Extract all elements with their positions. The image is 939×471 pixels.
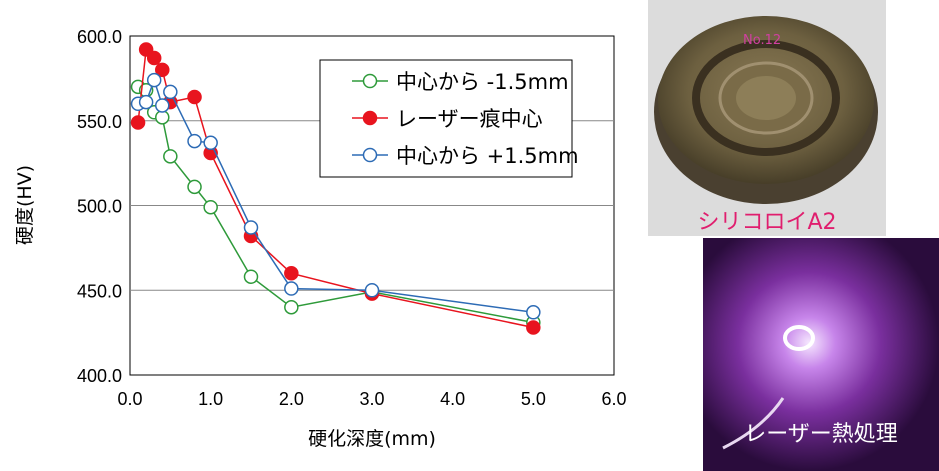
y-axis-label: 硬度(HV) [14, 165, 36, 245]
y-tick-label: 400.0 [77, 366, 122, 386]
cable [722, 397, 785, 450]
x-tick-label: 0.0 [117, 389, 142, 409]
sample-disc-image: No.12 [648, 0, 886, 236]
y-tick-label: 500.0 [77, 197, 122, 217]
data-point [155, 98, 170, 113]
x-tick-label: 4.0 [440, 389, 465, 409]
data-point [163, 84, 178, 100]
data-point [203, 135, 218, 151]
legend-item: 中心から -1.5mm [352, 70, 569, 94]
disc-center [736, 76, 796, 120]
laser-spot [783, 325, 815, 351]
y-tick-label: 450.0 [77, 281, 122, 301]
x-tick-label: 1.0 [198, 389, 223, 409]
y-tick-label: 550.0 [77, 112, 122, 132]
legend-label: 中心から +1.5mm [396, 144, 579, 168]
laser-heat-treatment-photo: レーザー熱処理 [703, 238, 939, 471]
legend-label: レーザー痕中心 [396, 107, 543, 131]
data-point [146, 50, 162, 66]
x-tick-labels: 0.0 1.0 2.0 3.0 4.0 5.0 6.0 [117, 389, 626, 409]
data-point [163, 149, 178, 164]
legend-item: レーザー痕中心 [352, 107, 543, 131]
legend-item: 中心から +1.5mm [352, 144, 579, 168]
data-point [130, 115, 146, 130]
y-tick-label: 600.0 [77, 27, 122, 47]
x-tick-label: 2.0 [279, 389, 304, 409]
data-point [146, 72, 162, 88]
x-tick-label: 6.0 [601, 389, 626, 409]
legend-label: 中心から -1.5mm [396, 70, 569, 94]
data-point [284, 281, 299, 296]
data-point [187, 179, 202, 195]
x-tick-label: 3.0 [359, 389, 384, 409]
series-layer [130, 42, 541, 335]
disc-engraving: No.12 [743, 33, 781, 48]
data-point [138, 94, 154, 110]
disc-groove-outer [692, 40, 840, 156]
data-point [243, 269, 259, 284]
data-point [284, 299, 299, 315]
x-axis-label: 硬化深度(mm) [308, 428, 436, 450]
data-point [155, 110, 170, 125]
laser-process-image [703, 238, 939, 471]
data-point [155, 62, 170, 78]
data-point [203, 199, 218, 215]
data-point [187, 133, 202, 149]
photo1-caption: シリコロイA2 [697, 210, 837, 235]
y-tick-labels: 400.0 450.0 500.0 550.0 600.0 [77, 27, 122, 386]
hardness-chart: 400.0 450.0 500.0 550.0 600.0 0.0 1.0 2.0 3.0 4.… [14, 27, 627, 450]
data-point [243, 220, 259, 235]
data-point [187, 89, 202, 105]
data-point [364, 283, 380, 298]
series-2 [130, 72, 541, 320]
data-point [526, 305, 541, 320]
data-point [284, 266, 299, 281]
legend-marker [362, 147, 378, 163]
x-tick-label: 5.0 [521, 389, 546, 409]
silicoloy-sample-photo: No.12 シリコロイA2 [648, 0, 886, 236]
legend-marker [362, 73, 378, 89]
legend-marker [362, 110, 378, 126]
data-point [526, 320, 541, 335]
photo2-caption: レーザー熱処理 [744, 422, 898, 447]
